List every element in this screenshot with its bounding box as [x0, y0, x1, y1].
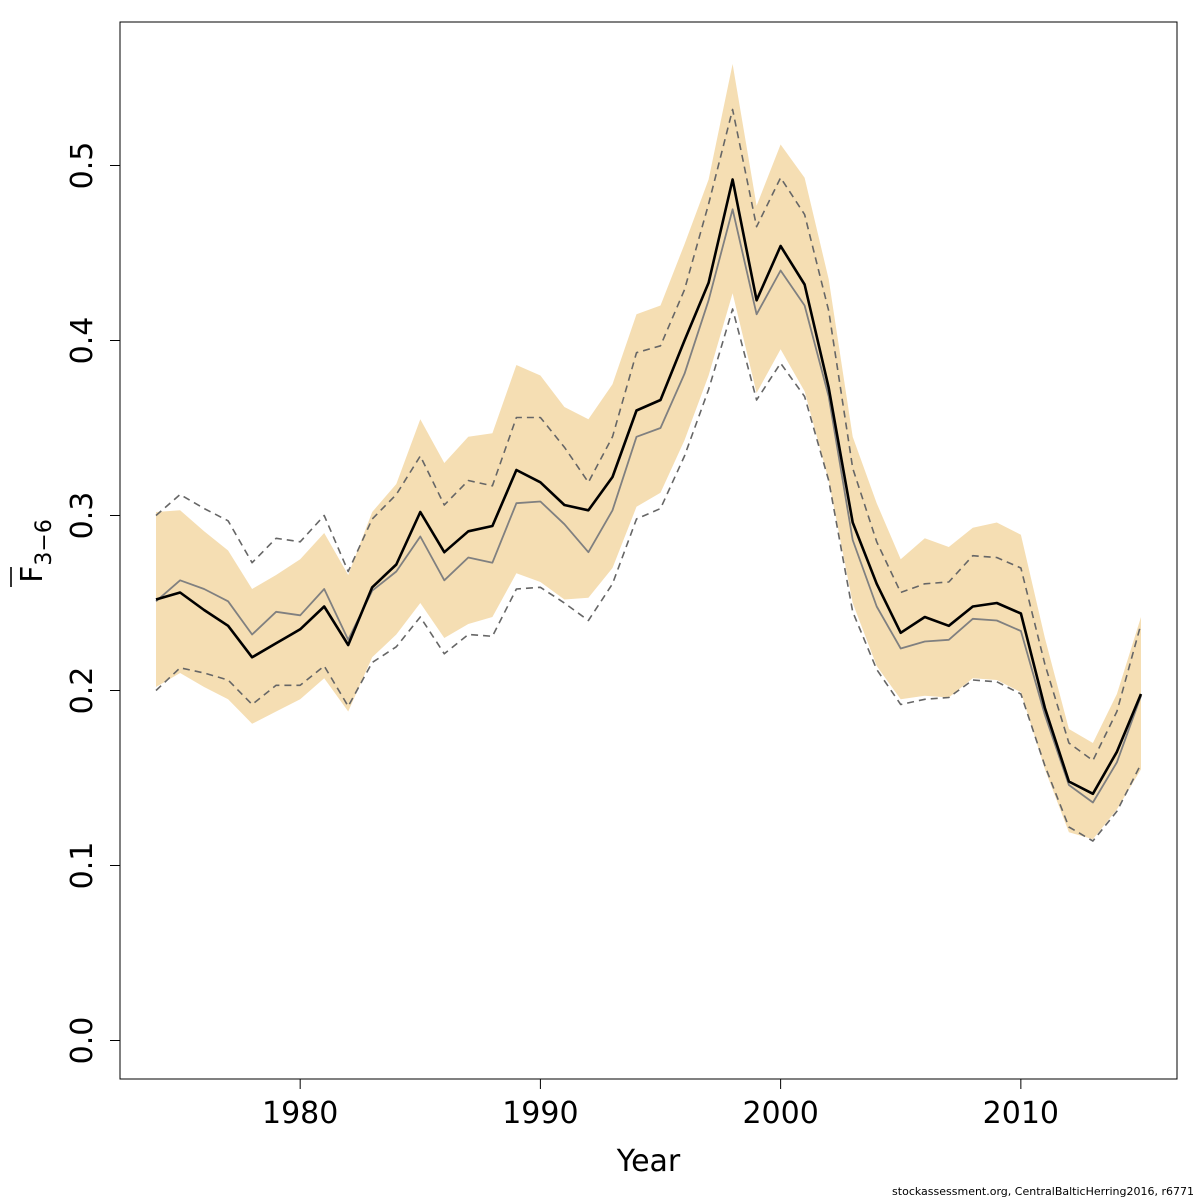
y-tick-label: 0.4: [65, 317, 100, 365]
y-tick-label: 0.2: [65, 667, 100, 715]
y-tick-label: 0.3: [65, 492, 100, 540]
x-tick-label: 1990: [502, 1096, 578, 1131]
x-tick-label: 1980: [262, 1096, 338, 1131]
x-tick-label: 2000: [742, 1096, 818, 1131]
y-tick-label: 0.5: [65, 142, 100, 190]
y-axis-title-main: F: [15, 566, 50, 583]
x-tick-label: 2010: [983, 1096, 1059, 1131]
y-tick-label: 0.0: [65, 1017, 100, 1065]
y-axis: 0.0 0.1 0.2 0.3 0.4 0.5: [65, 142, 121, 1065]
series-line-estimate: [155, 178, 1143, 796]
series-line-alt-upper: [155, 108, 1142, 762]
confidence-band: [156, 64, 1141, 840]
x-axis: 1980 1990 2000 2010: [262, 1078, 1059, 1131]
x-axis-title: Year: [616, 1144, 681, 1179]
series-line-alt-lower: [155, 308, 1142, 842]
svg-text:F3−6: F3−6: [15, 519, 57, 583]
footer-credit: stockassessment.org, CentralBalticHerrin…: [892, 1185, 1194, 1198]
y-axis-title: F3−6: [10, 519, 57, 587]
series-line-alt-estimate: [155, 208, 1142, 804]
plot-layer: [155, 64, 1143, 842]
y-axis-title-subscript: 3−6: [32, 519, 57, 565]
y-tick-label: 0.1: [65, 842, 100, 890]
